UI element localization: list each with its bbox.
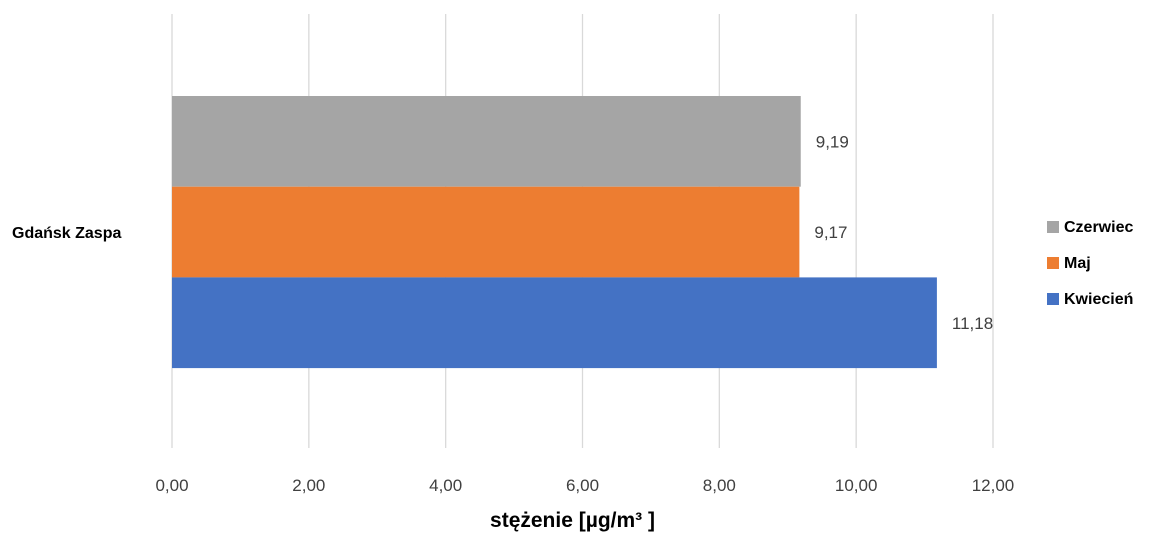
x-tick-label: 10,00: [835, 476, 878, 495]
x-tick-label: 0,00: [155, 476, 188, 495]
legend-swatch: [1047, 257, 1059, 269]
x-tick-label: 6,00: [566, 476, 599, 495]
legend-swatch: [1047, 293, 1059, 305]
x-tick-label: 4,00: [429, 476, 462, 495]
legend-label: Maj: [1064, 255, 1091, 272]
category-label: Gdańsk Zaspa: [12, 225, 121, 242]
legend-swatch: [1047, 221, 1059, 233]
x-tick-labels: 0,00 2,00 4,00 6,00 8,00 10,00 12,00: [155, 476, 1014, 495]
x-tick-label: 2,00: [292, 476, 325, 495]
category-labels: Gdańsk Zaspa: [12, 225, 121, 242]
bar-kwiecień: [172, 277, 937, 369]
data-label: 9,19: [816, 132, 849, 151]
data-label: 9,17: [814, 223, 847, 242]
bar-maj: [172, 186, 800, 278]
x-tick-label: 12,00: [972, 476, 1015, 495]
x-axis-title: stężenie [µg/m³ ]: [490, 509, 655, 532]
legend-label: Kwiecień: [1064, 291, 1133, 308]
x-tick-label: 8,00: [703, 476, 736, 495]
legend: Czerwiec Maj Kwiecień: [1047, 219, 1133, 308]
data-label: 11,18: [952, 314, 993, 333]
bars: 9,19 9,17 11,18: [172, 96, 993, 369]
bar-czerwiec: [172, 96, 801, 187]
legend-label: Czerwiec: [1064, 219, 1133, 236]
